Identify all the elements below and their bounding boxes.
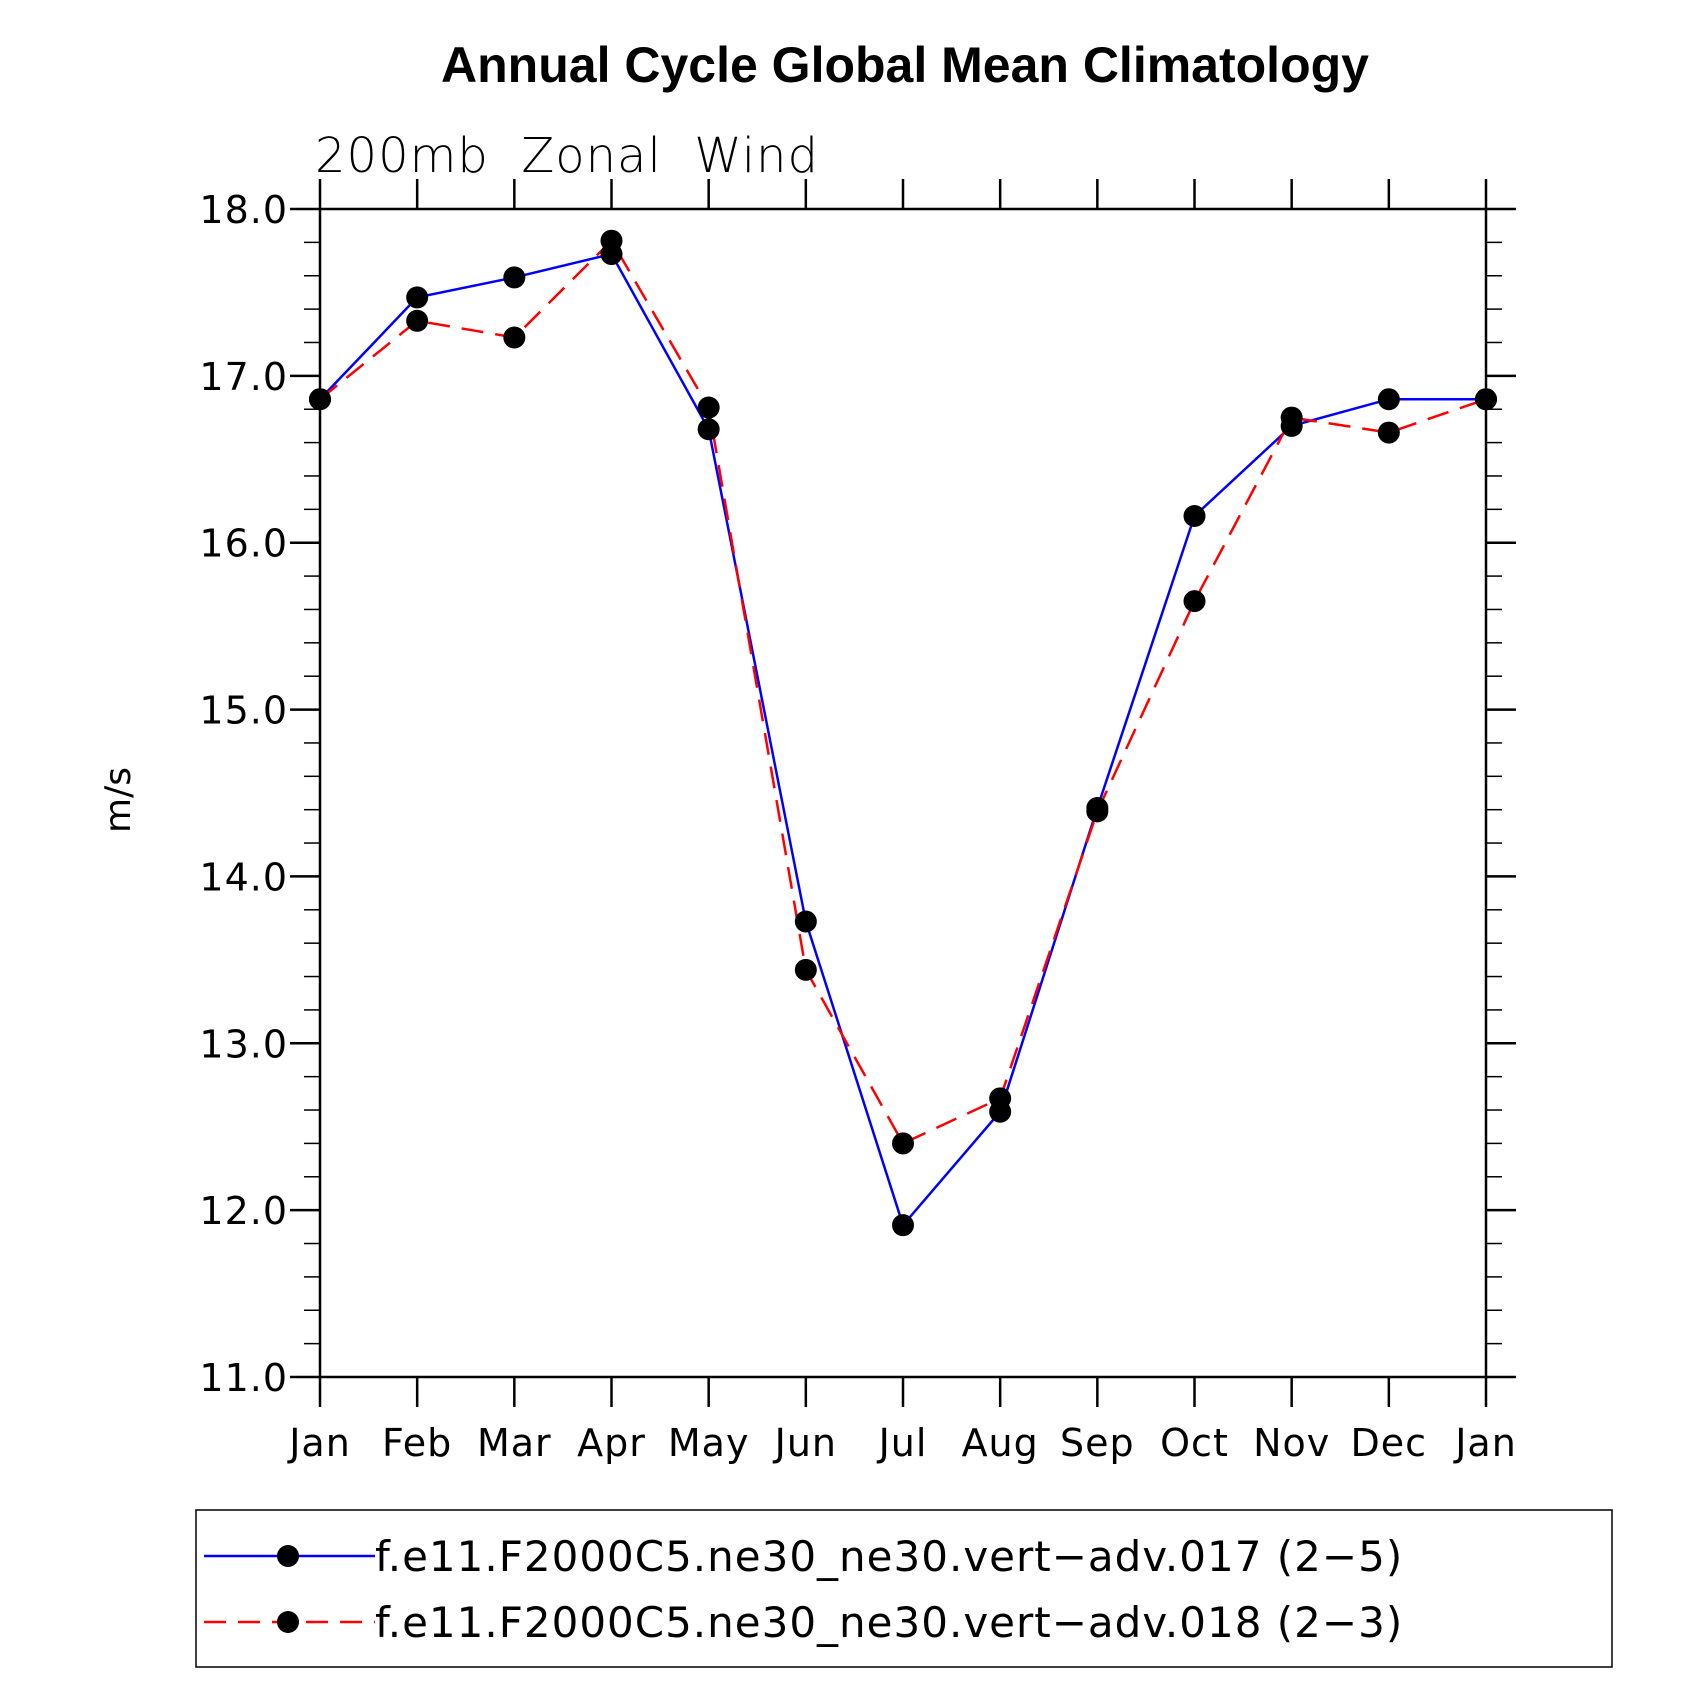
series-line-0 xyxy=(320,254,1486,1225)
data-point-s1-2 xyxy=(503,326,525,348)
data-point-s1-9 xyxy=(1184,590,1206,612)
y-tick-label: 14.0 xyxy=(199,855,288,899)
legend-marker-017 xyxy=(277,1545,299,1567)
legend: f.e11.F2000C5.ne30_ne30.vert−adv.017 (2−… xyxy=(196,1510,1612,1667)
x-tick-label: Jan xyxy=(1453,1421,1517,1465)
data-point-s1-11 xyxy=(1378,422,1400,444)
legend-label-017: f.e11.F2000C5.ne30_ne30.vert−adv.017 (2−… xyxy=(375,1532,1403,1581)
series-line-1 xyxy=(320,241,1486,1144)
data-point-s0-9 xyxy=(1184,505,1206,527)
data-point-s0-6 xyxy=(892,1214,914,1236)
x-tick-label: Feb xyxy=(382,1421,452,1465)
y-tick-label: 18.0 xyxy=(199,188,288,232)
x-tick-labels: Jan Feb Mar Apr May Jun Jul Aug Sep Oct Nov Dec Jan xyxy=(287,1421,1517,1465)
data-point-s1-0 xyxy=(309,388,331,410)
legend-marker-018 xyxy=(277,1611,299,1633)
x-tick-label: Sep xyxy=(1060,1421,1135,1465)
y-tick-labels: 11.0 12.0 13.0 14.0 15.0 16.0 17.0 18.0 xyxy=(199,188,288,1400)
y-tick-label: 15.0 xyxy=(199,689,288,733)
y-axis-label: m/s xyxy=(98,767,139,833)
x-tick-label: Oct xyxy=(1160,1421,1229,1465)
data-point-s1-5 xyxy=(795,959,817,981)
plot-frame xyxy=(320,209,1486,1377)
plot-area xyxy=(320,209,1486,1377)
x-tick-label: Jan xyxy=(287,1421,351,1465)
data-point-s1-7 xyxy=(989,1087,1011,1109)
data-point-s0-5 xyxy=(795,910,817,932)
data-point-s1-4 xyxy=(698,397,720,419)
chart: Annual Cycle Global Mean Climatology 200… xyxy=(0,0,1686,1686)
series-markers xyxy=(309,230,1497,1236)
x-tick-label: Aug xyxy=(962,1421,1039,1465)
x-tick-label: May xyxy=(668,1421,750,1465)
data-point-s0-11 xyxy=(1378,388,1400,410)
x-tick-label: Apr xyxy=(577,1421,646,1465)
data-point-s1-1 xyxy=(406,310,428,332)
series-lines xyxy=(320,241,1486,1225)
x-tick-label: Mar xyxy=(477,1421,552,1465)
x-tick-label: Jun xyxy=(773,1421,837,1465)
y-tick-label: 16.0 xyxy=(199,522,288,566)
data-point-s0-2 xyxy=(503,266,525,288)
y-tick-label: 11.0 xyxy=(199,1356,288,1400)
data-point-s1-3 xyxy=(601,230,623,252)
data-point-s1-10 xyxy=(1281,407,1303,429)
chart-title: Annual Cycle Global Mean Climatology xyxy=(441,37,1369,93)
x-tick-label: Jul xyxy=(877,1421,928,1465)
data-point-s1-6 xyxy=(892,1132,914,1154)
y-tick-label: 13.0 xyxy=(199,1022,288,1066)
legend-label-018: f.e11.F2000C5.ne30_ne30.vert−adv.018 (2−… xyxy=(375,1598,1403,1647)
x-tick-label: Dec xyxy=(1351,1421,1428,1465)
data-point-s0-4 xyxy=(698,418,720,440)
chart-subtitle: 200mb Zonal Wind xyxy=(315,128,819,184)
data-point-s1-12 xyxy=(1475,388,1497,410)
data-point-s0-1 xyxy=(406,286,428,308)
y-tick-label: 17.0 xyxy=(199,355,288,399)
data-point-s1-8 xyxy=(1086,800,1108,822)
y-tick-label: 12.0 xyxy=(199,1189,288,1233)
x-tick-label: Nov xyxy=(1253,1421,1330,1465)
